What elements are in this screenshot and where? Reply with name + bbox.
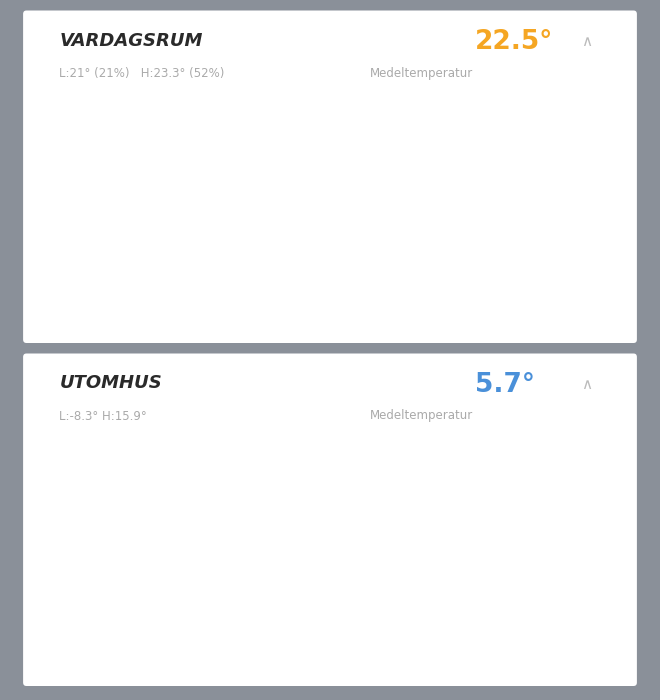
Text: ∧: ∧ (581, 34, 592, 48)
Text: L:-8.3° H:15.9°: L:-8.3° H:15.9° (59, 410, 147, 423)
Text: L:21° (21%)   H:23.3° (52%): L:21° (21%) H:23.3° (52%) (59, 66, 225, 80)
Text: Medeltemperatur: Medeltemperatur (370, 410, 473, 423)
Text: UTOMHUS: UTOMHUS (59, 374, 162, 393)
Text: ∧: ∧ (581, 377, 592, 391)
Text: Medeltemperatur: Medeltemperatur (370, 66, 473, 80)
Text: 5.7°: 5.7° (475, 372, 535, 398)
Text: VARDAGSRUM: VARDAGSRUM (59, 32, 203, 50)
Text: 22.5°: 22.5° (475, 29, 554, 55)
